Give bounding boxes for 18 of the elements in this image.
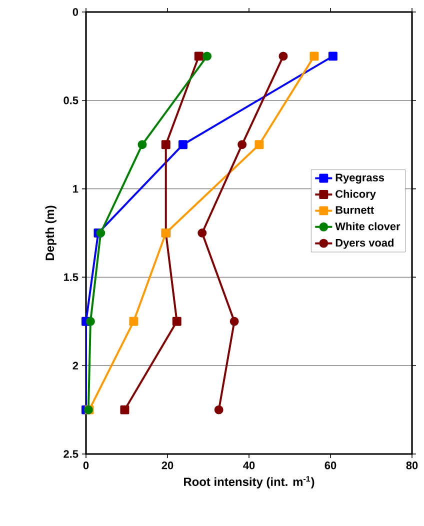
y-tick-label: 0 (72, 8, 78, 16)
x-axis-title: Root intensity (int. m$^{-1}$) (184, 476, 314, 488)
x-tick-label: 80 (406, 462, 418, 470)
y-tick-label: 2.5 (64, 450, 78, 458)
legend-label: Chicory (336, 190, 376, 200)
legend-label: White clover (335, 222, 400, 230)
legend-label: Dyers voad (336, 238, 394, 249)
y-axis-title: Depth (m) (45, 206, 56, 260)
legend-label: Burnett (336, 206, 374, 214)
x-tick-label: 40 (243, 462, 255, 470)
x-tick-label: 60 (324, 462, 336, 470)
legend-label: Ryegrass (336, 174, 384, 184)
x-tick-label: 0 (83, 462, 89, 470)
y-tick-label: 0.5 (64, 96, 78, 104)
x-tick-label: 20 (162, 462, 174, 470)
y-tick-label: 1.5 (64, 273, 78, 282)
y-tick-label: 2 (72, 362, 78, 370)
y-tick-label: 1 (73, 185, 78, 193)
